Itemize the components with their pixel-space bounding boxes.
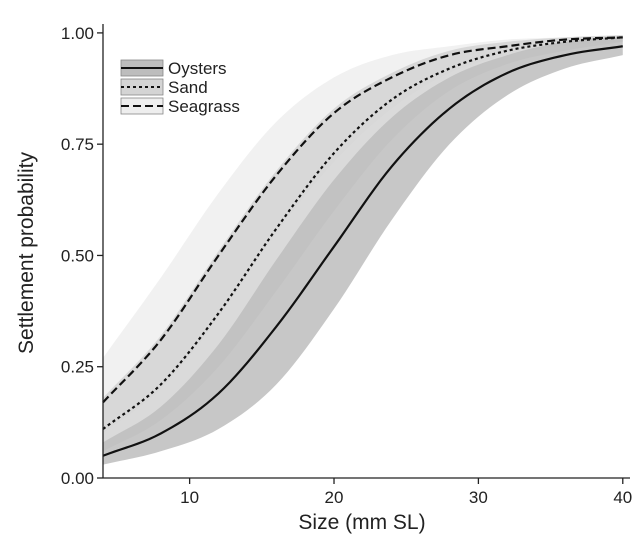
x-axis-title: Size (mm SL)	[298, 511, 425, 534]
line-sand	[102, 36, 623, 430]
y-tick-label: 1.00	[61, 24, 94, 43]
x-tick-label: 20	[325, 488, 344, 507]
legend-label-seagrass: Seagrass	[168, 97, 240, 116]
ticks: 0.00 0.25 0.50 0.75 1.00 10 20 30 40	[61, 24, 632, 507]
line-seagrass	[102, 36, 623, 404]
legend-label-oysters: Oysters	[168, 59, 227, 78]
legend-label-sand: Sand	[168, 78, 208, 97]
y-tick-label: 0.25	[61, 358, 94, 377]
y-tick-label: 0.75	[61, 135, 94, 154]
confidence-bands	[103, 35, 623, 465]
y-tick-label: 0.00	[61, 469, 94, 488]
x-tick-label: 30	[469, 488, 488, 507]
axes	[102, 24, 630, 479]
x-tick-label: 40	[613, 488, 632, 507]
band-oysters	[103, 37, 623, 465]
line-oysters	[102, 45, 623, 457]
y-axis-title: Settlement probability	[15, 152, 38, 354]
fit-lines	[102, 36, 623, 457]
x-tick-label: 10	[180, 488, 199, 507]
y-tick-label: 0.50	[61, 246, 94, 265]
